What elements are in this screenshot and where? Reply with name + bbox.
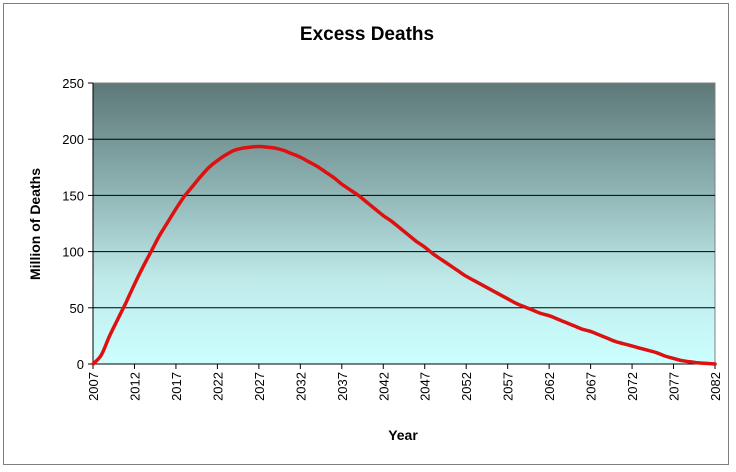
x-tick-label: 2062 xyxy=(542,372,557,401)
y-axis-ticks: 0 50 100 150 200 250 xyxy=(62,76,93,372)
x-tick-label: 2012 xyxy=(127,372,142,401)
x-tick-label: 2027 xyxy=(252,372,267,401)
x-tick-label: 2032 xyxy=(293,372,308,401)
x-tick-label: 2007 xyxy=(86,372,101,401)
x-tick-label: 2067 xyxy=(584,372,599,401)
x-tick-label: 2022 xyxy=(210,372,225,401)
y-tick-label: 200 xyxy=(62,132,84,147)
x-tick-label: 2037 xyxy=(335,372,350,401)
series-line-excess-deaths xyxy=(91,144,717,366)
x-axis-label: Year xyxy=(388,427,418,443)
y-tick-label: 0 xyxy=(77,357,84,372)
plot-area xyxy=(92,82,716,365)
x-tick-label: 2082 xyxy=(708,372,723,401)
x-tick-label: 2047 xyxy=(418,372,433,401)
x-tick-label: 2072 xyxy=(625,372,640,401)
x-tick-label: 2077 xyxy=(667,372,682,401)
y-tick-label: 100 xyxy=(62,245,84,260)
y-tick-label: 250 xyxy=(62,76,84,91)
chart-title: Excess Deaths xyxy=(300,24,434,45)
gridlines xyxy=(93,138,715,309)
x-tick-label: 2057 xyxy=(501,372,516,401)
y-axis-label: Million of Deaths xyxy=(27,168,43,280)
x-axis-ticks: 2007 2012 2017 2022 2027 2032 2037 2042 2047 2052… xyxy=(86,364,723,401)
x-tick-label: 2042 xyxy=(376,372,391,401)
x-tick-label: 2017 xyxy=(169,372,184,401)
y-tick-label: 150 xyxy=(62,188,84,203)
x-tick-label: 2052 xyxy=(459,372,474,401)
y-tick-label: 50 xyxy=(70,301,84,316)
